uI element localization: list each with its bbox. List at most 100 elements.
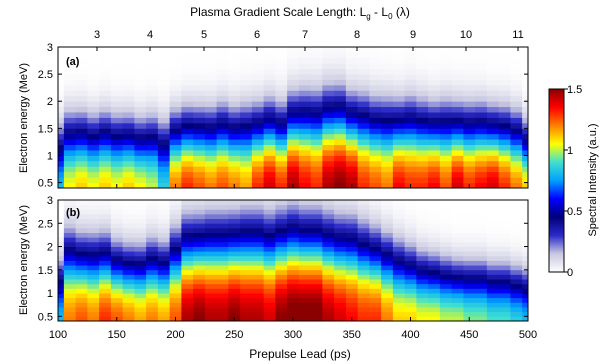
heat-cell bbox=[345, 209, 359, 215]
heat-cell bbox=[428, 160, 441, 167]
heat-cell bbox=[146, 166, 159, 173]
heat-cell bbox=[99, 155, 112, 162]
heat-cell bbox=[345, 79, 359, 86]
heat-cell bbox=[240, 52, 253, 59]
heat-cell bbox=[216, 307, 229, 313]
heat-cell bbox=[63, 57, 77, 64]
heat-cell bbox=[498, 106, 511, 113]
heat-cell bbox=[169, 52, 182, 59]
heat-cell bbox=[251, 47, 265, 53]
heat-cell bbox=[345, 302, 359, 308]
heat-cell bbox=[357, 95, 370, 102]
heat-cell bbox=[439, 213, 453, 220]
heat-cell bbox=[157, 74, 171, 80]
heat-cell bbox=[486, 227, 500, 233]
heat-cell bbox=[334, 241, 347, 247]
heat-cell bbox=[322, 255, 335, 261]
heat-cell bbox=[228, 166, 241, 173]
heat-cell bbox=[392, 122, 406, 129]
heat-cell bbox=[322, 160, 335, 167]
heat-cell bbox=[63, 279, 77, 285]
heat-cell bbox=[181, 95, 194, 102]
heat-cell bbox=[146, 68, 159, 75]
heat-cell bbox=[510, 155, 523, 162]
heat-cell bbox=[357, 47, 370, 53]
heat-cell bbox=[134, 101, 147, 108]
heat-cell bbox=[275, 101, 288, 108]
heat-cell bbox=[498, 237, 511, 243]
heat-cell bbox=[193, 227, 206, 233]
heat-cell bbox=[392, 139, 406, 146]
heat-cell bbox=[522, 265, 529, 271]
heat-cell bbox=[298, 265, 312, 271]
heat-cell bbox=[475, 84, 488, 91]
heat-cell bbox=[322, 311, 335, 317]
heat-cell bbox=[63, 204, 77, 210]
heat-cell bbox=[463, 274, 476, 280]
heat-cell bbox=[510, 279, 523, 285]
heat-cell bbox=[369, 47, 382, 53]
heat-cell bbox=[87, 47, 100, 53]
heat-cell bbox=[204, 84, 218, 91]
heat-cell bbox=[428, 117, 441, 124]
heat-cell bbox=[357, 177, 370, 183]
heat-cell bbox=[99, 200, 112, 206]
heat-cell bbox=[240, 84, 253, 91]
heat-cell bbox=[275, 302, 288, 308]
heat-cell bbox=[345, 260, 359, 266]
heat-cell bbox=[204, 302, 218, 308]
heat-cell bbox=[392, 47, 406, 53]
heat-cell bbox=[522, 227, 529, 233]
heat-cell bbox=[381, 112, 394, 118]
heat-cell bbox=[87, 255, 100, 261]
heat-cell bbox=[75, 223, 88, 229]
heat-cell bbox=[381, 84, 394, 91]
heat-cell bbox=[110, 133, 124, 140]
heat-cell bbox=[240, 223, 253, 229]
heat-cell bbox=[157, 57, 171, 64]
heat-cell bbox=[404, 293, 417, 299]
heat-cell bbox=[263, 274, 276, 280]
heat-cell bbox=[486, 297, 500, 303]
heat-cell bbox=[193, 144, 206, 151]
heat-cell bbox=[122, 260, 135, 266]
heat-cell bbox=[122, 223, 135, 229]
heat-cell bbox=[428, 128, 441, 135]
heat-cell bbox=[392, 265, 406, 271]
heat-cell bbox=[475, 265, 488, 271]
heat-cell bbox=[322, 139, 335, 146]
heat-cell bbox=[216, 283, 229, 289]
heat-cell bbox=[99, 171, 112, 178]
heat-cell bbox=[357, 155, 370, 162]
heat-cell bbox=[486, 160, 500, 167]
heat-cell bbox=[463, 63, 476, 70]
heat-cell bbox=[298, 246, 312, 252]
heat-cell bbox=[345, 95, 359, 102]
heat-cell bbox=[439, 90, 453, 97]
heat-cell bbox=[134, 237, 147, 243]
heat-cell bbox=[251, 122, 265, 129]
heat-cell bbox=[216, 155, 229, 162]
heat-cell bbox=[381, 79, 394, 86]
heat-cell bbox=[404, 117, 417, 124]
heat-cell bbox=[345, 293, 359, 299]
heat-cell bbox=[345, 150, 359, 156]
heat-cell bbox=[75, 128, 88, 135]
heat-cell bbox=[169, 139, 182, 146]
heat-cell bbox=[334, 150, 347, 156]
heat-cell bbox=[75, 316, 88, 322]
heat-cell bbox=[204, 150, 218, 156]
heat-cell bbox=[228, 57, 241, 64]
heat-cell bbox=[510, 128, 523, 135]
heat-cell bbox=[169, 274, 182, 280]
heat-cell bbox=[228, 160, 241, 167]
heat-cell bbox=[63, 117, 77, 124]
heat-cell bbox=[110, 47, 124, 53]
heat-cell bbox=[357, 57, 370, 64]
heat-cell bbox=[63, 260, 77, 266]
heat-cell bbox=[357, 128, 370, 135]
heat-cell bbox=[122, 155, 135, 162]
heat-cell bbox=[169, 112, 182, 118]
heat-cell bbox=[357, 122, 370, 129]
heat-cell bbox=[369, 74, 382, 80]
